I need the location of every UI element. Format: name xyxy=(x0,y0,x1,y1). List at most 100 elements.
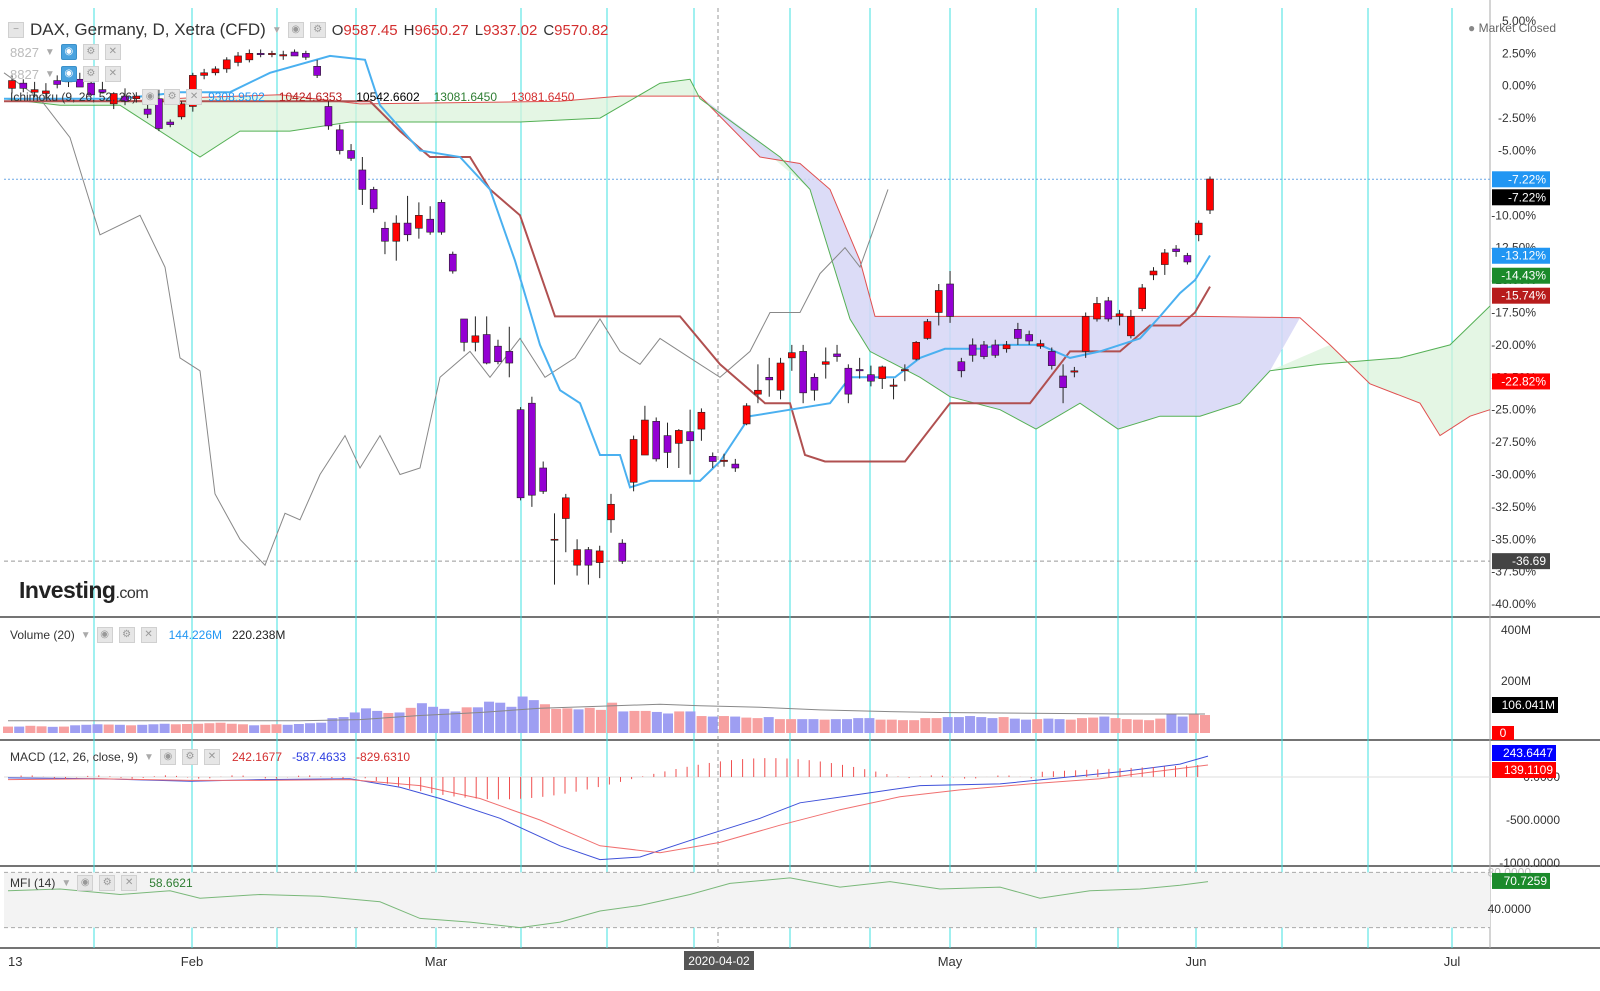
volume-zero-badge xyxy=(1492,726,1514,740)
price-tick-label: -25.00% xyxy=(1491,403,1536,417)
chevron-down-icon[interactable]: ▼ xyxy=(44,68,55,80)
gear-icon[interactable]: ⚙ xyxy=(82,66,99,82)
eye-icon[interactable]: ◉ xyxy=(60,44,77,60)
volume-bar xyxy=(1088,717,1099,733)
volume-bar xyxy=(931,718,942,733)
candle-body xyxy=(415,215,423,229)
candle-body xyxy=(799,351,807,394)
macd-legend[interactable]: MACD (12, 26, close, 9) ▼ ◉ ⚙ ✕ 242.1677… xyxy=(10,749,410,765)
gear-icon[interactable]: ⚙ xyxy=(82,44,99,60)
macd-label: MACD (12, 26, close, 9) xyxy=(10,750,139,764)
candle-body xyxy=(448,253,457,272)
volume-bar xyxy=(36,726,47,733)
close-icon[interactable]: ✕ xyxy=(104,66,121,82)
candle-body xyxy=(833,353,841,357)
candle-body xyxy=(347,150,355,159)
candle-body xyxy=(901,369,909,372)
gear-icon[interactable]: ⚙ xyxy=(309,22,326,38)
close-icon[interactable]: ✕ xyxy=(203,749,220,765)
gear-icon[interactable]: ⚙ xyxy=(164,89,181,105)
chevron-down-icon[interactable]: ▼ xyxy=(271,24,282,36)
candle-body xyxy=(245,53,254,61)
volume-bar xyxy=(237,724,248,733)
ichimoku-legend[interactable]: Ichimoku (9, 26, 52, 26) ◉ ⚙ ✕ 9308.9502… xyxy=(10,89,574,105)
volume-badge xyxy=(1492,697,1558,713)
eye-icon[interactable]: ◉ xyxy=(159,749,176,765)
candle-body xyxy=(324,106,333,127)
candle-body xyxy=(381,227,389,242)
gear-icon[interactable]: ⚙ xyxy=(181,749,198,765)
eye-icon[interactable]: ◉ xyxy=(60,66,77,82)
candle-body xyxy=(403,222,412,236)
overlay-ma1[interactable]: 8827 ▼ ◉ ⚙ ✕ xyxy=(10,44,121,60)
candle-body xyxy=(313,66,321,76)
candle-body xyxy=(87,82,95,96)
chevron-down-icon[interactable]: ▼ xyxy=(144,751,154,763)
collapse-icon[interactable]: − xyxy=(8,22,24,38)
price-tick-label: -2.50% xyxy=(1498,111,1536,125)
volume-bar xyxy=(405,707,416,733)
chevron-down-icon[interactable]: ▼ xyxy=(61,877,72,889)
chevron-down-icon[interactable]: ▼ xyxy=(80,629,91,641)
candle-body xyxy=(42,90,50,94)
overlay-ma2[interactable]: 8827 ▼ ◉ ⚙ ✕ xyxy=(10,66,121,82)
time-axis-label: Jun xyxy=(1186,954,1207,969)
close-icon[interactable]: ✕ xyxy=(186,89,203,105)
price-tick-label: -35.00% xyxy=(1491,532,1536,546)
candle-body xyxy=(573,549,581,566)
eye-icon[interactable]: ◉ xyxy=(287,22,304,38)
mfi-legend[interactable]: MFI (14) ▼ ◉ ⚙ ✕ 58.6621 xyxy=(10,875,193,891)
price-badge xyxy=(1492,553,1550,570)
candle-body xyxy=(1093,303,1101,320)
time-axis-label: Jul xyxy=(1444,954,1461,969)
candle-body xyxy=(595,550,604,563)
eye-icon[interactable]: ◉ xyxy=(96,627,113,643)
candle-body xyxy=(550,538,559,541)
volume-bar xyxy=(114,724,125,733)
ma1-value: 8827 xyxy=(10,44,39,60)
time-axis-label: May xyxy=(938,954,963,969)
volume-bar xyxy=(47,726,58,733)
gear-icon[interactable]: ⚙ xyxy=(99,875,116,891)
volume-bar xyxy=(875,719,886,733)
price-tick-label: -20.00% xyxy=(1491,338,1536,352)
eye-icon[interactable]: ◉ xyxy=(142,89,159,105)
volume-legend[interactable]: Volume (20) ▼ ◉ ⚙ ✕ 144.226M 220.238M xyxy=(10,627,285,643)
price-badge-label: -15.74% xyxy=(1501,289,1546,303)
volume-bar xyxy=(864,718,875,733)
volume-bar xyxy=(886,719,897,733)
volume-bar xyxy=(70,725,81,733)
crosshair-date-label: 2020-04-02 xyxy=(688,954,750,968)
price-badge xyxy=(1492,287,1550,304)
close-icon[interactable]: ✕ xyxy=(140,627,157,643)
volume-bar xyxy=(1177,716,1188,733)
candle-body xyxy=(98,89,107,93)
close-icon[interactable]: ✕ xyxy=(121,875,138,891)
gear-icon[interactable]: ⚙ xyxy=(118,627,135,643)
price-tick-label: 2.50% xyxy=(1502,46,1536,60)
macd-tick-label: -500.0000 xyxy=(1506,813,1560,827)
volume-bar xyxy=(495,702,506,733)
ohlc-open: O9587.45 xyxy=(332,22,398,39)
candle-body xyxy=(1014,329,1022,339)
open-value: 9587.45 xyxy=(343,21,398,39)
close-icon[interactable]: ✕ xyxy=(104,44,121,60)
candle-body xyxy=(505,351,514,364)
volume-bar xyxy=(909,720,920,733)
volume-bar xyxy=(942,717,953,733)
price-tick-label: 0.00% xyxy=(1502,79,1536,93)
macd-badge-1 xyxy=(1492,745,1556,761)
chevron-down-icon[interactable]: ▼ xyxy=(44,46,55,58)
volume-bar xyxy=(920,718,931,733)
candle-body xyxy=(437,202,446,233)
logo-suffix: .com xyxy=(115,585,149,602)
candle-body xyxy=(1138,287,1146,309)
candle-body xyxy=(53,80,62,85)
volume-bar xyxy=(1155,718,1166,733)
candle-body xyxy=(675,430,683,444)
eye-icon[interactable]: ◉ xyxy=(77,875,94,891)
volume-bar xyxy=(1099,716,1110,733)
volume-bar xyxy=(752,718,763,733)
time-axis-label: Mar xyxy=(425,954,448,969)
